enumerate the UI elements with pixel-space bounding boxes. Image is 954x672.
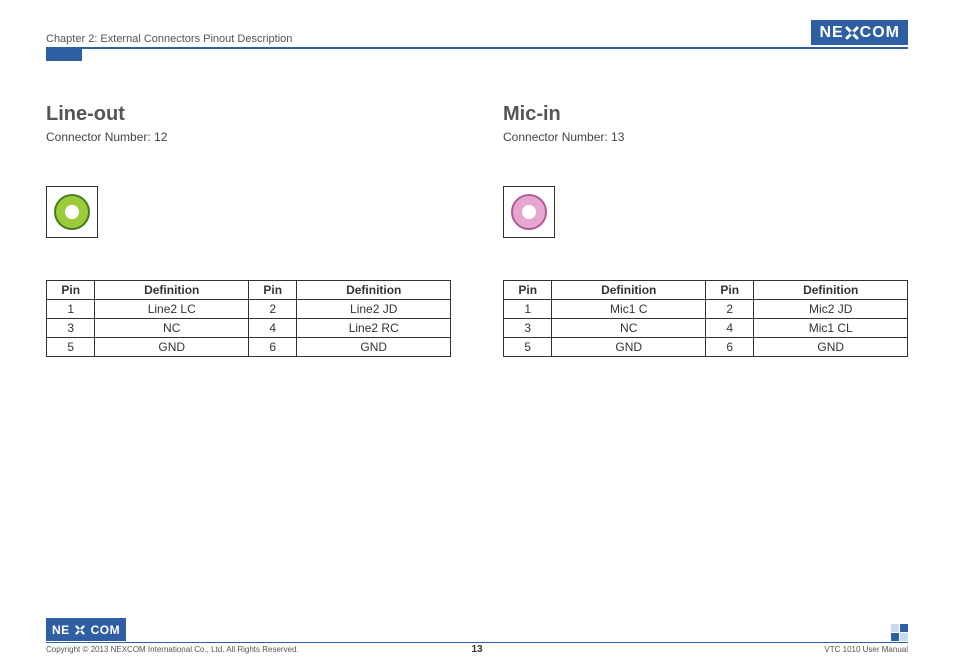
th: Definition bbox=[95, 281, 249, 300]
th: Pin bbox=[248, 281, 296, 300]
td: 4 bbox=[248, 319, 296, 338]
page-number: 13 bbox=[471, 644, 482, 655]
pinout-table-line-out: Pin Definition Pin Definition 1 Line2 LC… bbox=[46, 280, 451, 357]
nexcom-logo-bottom: NE COM bbox=[46, 618, 126, 641]
th: Definition bbox=[754, 281, 908, 300]
td: 2 bbox=[248, 300, 296, 319]
section-line-out: Line-out Connector Number: 12 Pin Defini… bbox=[46, 103, 451, 357]
page-footer: NE COM Copyright © 2013 NEXCOM Internati… bbox=[46, 618, 908, 654]
header-tab-accent bbox=[46, 49, 82, 61]
manual-label: VTC 1010 User Manual bbox=[824, 645, 908, 654]
td: 6 bbox=[248, 338, 296, 357]
table-row: 3 NC 4 Mic1 CL bbox=[504, 319, 908, 338]
td: Mic2 JD bbox=[754, 300, 908, 319]
th: Pin bbox=[504, 281, 552, 300]
td: GND bbox=[552, 338, 706, 357]
section-title-left: Line-out bbox=[46, 103, 451, 126]
td: GND bbox=[754, 338, 908, 357]
logo-text-right: COM bbox=[860, 24, 900, 42]
pinout-table-mic-in: Pin Definition Pin Definition 1 Mic1 C 2… bbox=[503, 280, 908, 357]
section-mic-in: Mic-in Connector Number: 13 Pin Definiti… bbox=[503, 103, 908, 357]
table-row: 5 GND 6 GND bbox=[47, 338, 451, 357]
connector-number-left: Connector Number: 12 bbox=[46, 130, 451, 144]
copyright-text: Copyright © 2013 NEXCOM International Co… bbox=[46, 645, 299, 654]
table-row: 5 GND 6 GND bbox=[504, 338, 908, 357]
th: Pin bbox=[705, 281, 753, 300]
td: 2 bbox=[705, 300, 753, 319]
th: Definition bbox=[297, 281, 451, 300]
header-bar: Chapter 2: External Connectors Pinout De… bbox=[46, 20, 908, 49]
td: 3 bbox=[47, 319, 95, 338]
logo-text-right: COM bbox=[91, 623, 121, 637]
table-row: 1 Mic1 C 2 Mic2 JD bbox=[504, 300, 908, 319]
td: NC bbox=[552, 319, 706, 338]
chapter-label: Chapter 2: External Connectors Pinout De… bbox=[46, 33, 292, 45]
logo-text-left: NE bbox=[819, 24, 843, 42]
table-row: 3 NC 4 Line2 RC bbox=[47, 319, 451, 338]
logo-x-icon bbox=[845, 26, 859, 40]
section-title-right: Mic-in bbox=[503, 103, 908, 126]
td: NC bbox=[95, 319, 249, 338]
th: Pin bbox=[47, 281, 95, 300]
td: Mic1 C bbox=[552, 300, 706, 319]
td: 3 bbox=[504, 319, 552, 338]
audio-jack-mic-in bbox=[503, 186, 555, 238]
footer-squares-icon bbox=[891, 624, 908, 641]
td: 4 bbox=[705, 319, 753, 338]
td: Line2 RC bbox=[297, 319, 451, 338]
audio-jack-line-out bbox=[46, 186, 98, 238]
td: GND bbox=[297, 338, 451, 357]
td: GND bbox=[95, 338, 249, 357]
td: 1 bbox=[504, 300, 552, 319]
connector-number-right: Connector Number: 13 bbox=[503, 130, 908, 144]
td: 6 bbox=[705, 338, 753, 357]
th: Definition bbox=[552, 281, 706, 300]
td: Mic1 CL bbox=[754, 319, 908, 338]
logo-x-icon bbox=[75, 625, 85, 635]
td: Line2 LC bbox=[95, 300, 249, 319]
jack-ring-green bbox=[54, 194, 90, 230]
td: 1 bbox=[47, 300, 95, 319]
jack-ring-pink bbox=[511, 194, 547, 230]
td: Line2 JD bbox=[297, 300, 451, 319]
nexcom-logo-top: NE COM bbox=[811, 20, 908, 45]
td: 5 bbox=[47, 338, 95, 357]
td: 5 bbox=[504, 338, 552, 357]
logo-text-left: NE bbox=[52, 623, 70, 637]
table-row: 1 Line2 LC 2 Line2 JD bbox=[47, 300, 451, 319]
